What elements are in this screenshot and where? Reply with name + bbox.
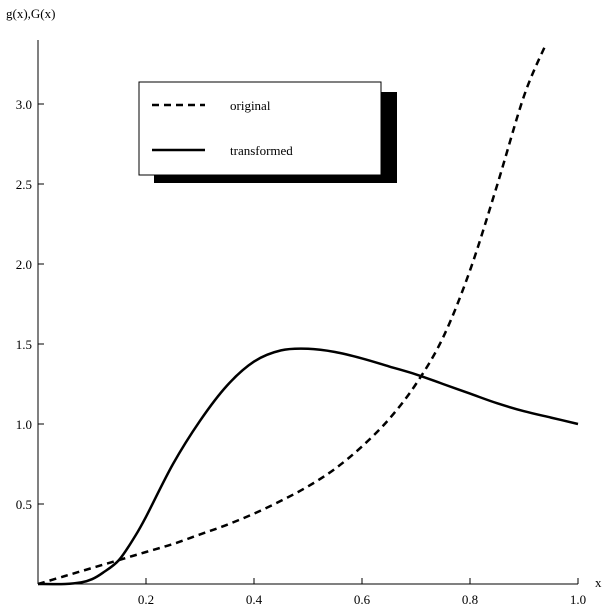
legend-box xyxy=(138,81,382,176)
y-axis-label: g(x),G(x) xyxy=(6,6,55,21)
y-tick-label: 1.0 xyxy=(16,417,32,432)
x-tick-label: 0.8 xyxy=(462,592,478,604)
y-tick-label: 0.5 xyxy=(16,497,32,512)
x-tick-label: 0.2 xyxy=(138,592,154,604)
y-ticks: 0.5 1.0 1.5 2.0 2.5 3.0 xyxy=(16,97,44,512)
plot-area: 0.2 0.4 0.6 0.8 1.0 0.5 1.0 1.5 2.0 2.5 3.0 xyxy=(16,40,586,604)
legend-label-transformed: transformed xyxy=(230,143,293,158)
x-tick-label: 0.6 xyxy=(354,592,371,604)
x-tick-label: 0.4 xyxy=(246,592,263,604)
y-tick-label: 2.0 xyxy=(16,257,32,272)
legend-label-original: original xyxy=(230,98,271,113)
legend: original transformed xyxy=(138,81,397,183)
x-ticks: 0.2 0.4 0.6 0.8 1.0 xyxy=(138,578,586,604)
y-tick-label: 3.0 xyxy=(16,97,32,112)
series-line-original xyxy=(37,44,547,586)
series-layer xyxy=(37,44,579,586)
x-axis-label: x xyxy=(595,575,602,590)
x-tick-label: 1.0 xyxy=(570,592,586,604)
y-tick-label: 1.5 xyxy=(16,337,32,352)
series-line-transformed xyxy=(37,347,579,586)
y-tick-label: 2.5 xyxy=(16,177,32,192)
